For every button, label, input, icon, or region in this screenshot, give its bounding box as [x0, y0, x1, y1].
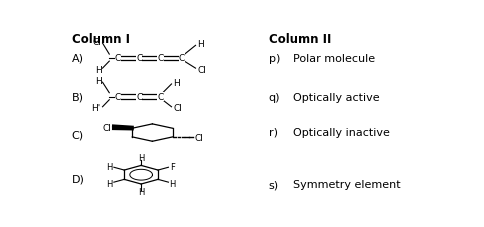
Text: Optically active: Optically active	[293, 92, 379, 102]
Text: H: H	[95, 66, 102, 74]
Text: H: H	[106, 179, 113, 188]
Text: C: C	[157, 93, 164, 102]
Text: p): p)	[269, 54, 280, 64]
Text: H: H	[173, 79, 180, 88]
Text: H: H	[138, 153, 144, 162]
Text: D): D)	[72, 173, 85, 183]
Text: Cl: Cl	[103, 123, 112, 132]
Text: C: C	[115, 54, 121, 63]
Text: Optically inactive: Optically inactive	[293, 127, 390, 137]
Text: Cl: Cl	[194, 134, 203, 143]
Text: C: C	[179, 54, 185, 63]
Text: Column II: Column II	[269, 32, 331, 45]
Text: Column I: Column I	[72, 32, 130, 45]
Text: r): r)	[269, 127, 278, 137]
Text: C: C	[136, 54, 142, 63]
Text: C: C	[157, 54, 164, 63]
Text: H: H	[106, 162, 113, 171]
Text: H: H	[138, 188, 144, 197]
Text: B): B)	[72, 92, 84, 102]
Text: A): A)	[72, 54, 84, 64]
Text: H': H'	[91, 104, 101, 113]
Text: Cl: Cl	[93, 38, 102, 47]
Text: H: H	[95, 77, 102, 86]
Text: H: H	[169, 179, 176, 188]
Text: q): q)	[269, 92, 280, 102]
Text: Cl: Cl	[173, 104, 182, 113]
Text: C): C)	[72, 130, 84, 140]
Text: H: H	[197, 40, 204, 49]
Text: Symmetry element: Symmetry element	[293, 180, 401, 190]
Text: C: C	[115, 93, 121, 102]
Text: Cl: Cl	[197, 66, 206, 74]
Text: C: C	[136, 93, 142, 102]
Text: s): s)	[269, 180, 279, 190]
Text: Polar molecule: Polar molecule	[293, 54, 375, 64]
Text: F: F	[170, 162, 175, 171]
